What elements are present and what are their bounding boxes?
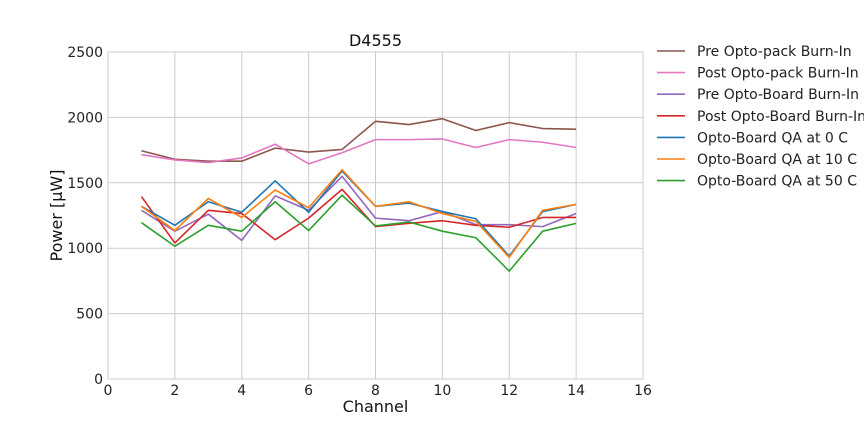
legend-label: Opto-Board QA at 10 C [697,152,857,168]
y-tick-label: 1000 [67,241,103,257]
y-tick-label: 2000 [67,110,103,126]
legend-label: Pre Opto-Board Burn-In [697,87,859,103]
x-tick-label: 6 [304,383,313,399]
x-axis-label: Channel [343,397,409,416]
legend: Pre Opto-pack Burn-In Post Opto-pack Burn… [657,44,864,190]
series-line [141,170,577,257]
series-line [140,188,577,244]
series-line [140,168,577,259]
x-tick-label: 12 [500,383,518,399]
series-line [141,175,577,242]
x-tick-label: 4 [237,383,246,399]
x-tick-label: 0 [104,383,113,399]
series-line [140,194,577,272]
y-axis-label: Power [μW] [47,170,66,262]
y-tick-label: 2500 [67,45,103,61]
x-tick-label: 8 [371,383,380,399]
x-tick-label: 16 [634,383,652,399]
series-line [141,138,577,165]
y-tick-label: 500 [76,307,103,323]
plot-frame [107,51,644,380]
chart-title: D4555 [349,31,402,50]
legend-label: Pre Opto-pack Burn-In [697,44,852,60]
axis-ticks: 0 2 4 6 8 10 12 14 16 0 500 1000 1500 2000 2500 [67,45,652,399]
legend-label: Opto-Board QA at 50 C [697,174,857,190]
x-tick-label: 2 [170,383,179,399]
legend-label: Post Opto-Board Burn-In [697,109,864,125]
legend-label: Post Opto-pack Burn-In [697,66,859,82]
y-tick-label: 1500 [67,176,103,192]
legend-label: Opto-Board QA at 0 C [697,130,848,146]
x-tick-label: 10 [433,383,451,399]
y-tick-label: 0 [94,372,103,388]
x-tick-label: 14 [567,383,585,399]
series-lines [140,117,577,272]
